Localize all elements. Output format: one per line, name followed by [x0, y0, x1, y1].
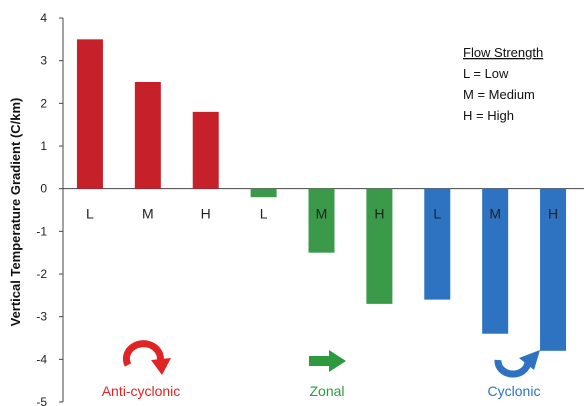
- y-tick-label: -5: [36, 395, 47, 406]
- legend: Flow Strength L = Low M = Medium H = Hig…: [463, 45, 543, 123]
- bar: [482, 188, 509, 334]
- y-tick-label: -1: [36, 224, 47, 238]
- legend-line-medium: M = Medium: [463, 87, 535, 102]
- category-label: M: [142, 206, 154, 222]
- category-label: H: [548, 206, 558, 222]
- category-label: H: [201, 206, 211, 222]
- legend-title: Flow Strength: [463, 45, 543, 60]
- bars-layer: [76, 39, 567, 351]
- anticyclonic-annotation: Anti-cyclonic: [102, 340, 181, 399]
- category-label: H: [374, 206, 384, 222]
- y-tick-label: 0: [40, 182, 47, 196]
- group-label-anticyclonic: Anti-cyclonic: [102, 383, 181, 399]
- right-arrow-icon: [309, 350, 346, 372]
- bar: [192, 111, 219, 189]
- group-label-zonal: Zonal: [309, 383, 344, 399]
- y-tick-label: 3: [40, 54, 47, 68]
- zonal-annotation: Zonal: [309, 350, 346, 399]
- legend-line-low: L = Low: [463, 66, 509, 81]
- category-label: M: [489, 206, 501, 222]
- y-tick-label: 1: [40, 139, 47, 153]
- category-label: L: [260, 206, 268, 222]
- bar: [540, 188, 567, 351]
- y-tick-label: -4: [36, 352, 47, 366]
- bar: [134, 82, 161, 189]
- category-label: L: [433, 206, 441, 222]
- y-tick-label: 4: [40, 11, 47, 25]
- cyclonic-annotation: Cyclonic: [488, 350, 541, 399]
- category-label: M: [316, 206, 328, 222]
- bar: [366, 188, 393, 304]
- y-axis-label: Vertical Temperature Gradient (C/km): [8, 98, 23, 327]
- bar: [76, 39, 103, 189]
- curved-arrow-counterclockwise-icon: [494, 350, 540, 378]
- y-tick-labels: 4 3 2 1 0 -1 -2 -3 -4 -5: [36, 11, 47, 406]
- bar: [308, 188, 335, 253]
- group-label-cyclonic: Cyclonic: [488, 383, 541, 399]
- curved-arrow-clockwise-icon: [122, 340, 171, 375]
- bar: [250, 188, 277, 198]
- y-tick-label: -2: [36, 267, 47, 281]
- bar: [424, 188, 451, 300]
- category-label: L: [86, 206, 94, 222]
- y-tick-label: -3: [36, 310, 47, 324]
- legend-line-high: H = High: [463, 108, 514, 123]
- y-tick-label: 2: [40, 96, 47, 110]
